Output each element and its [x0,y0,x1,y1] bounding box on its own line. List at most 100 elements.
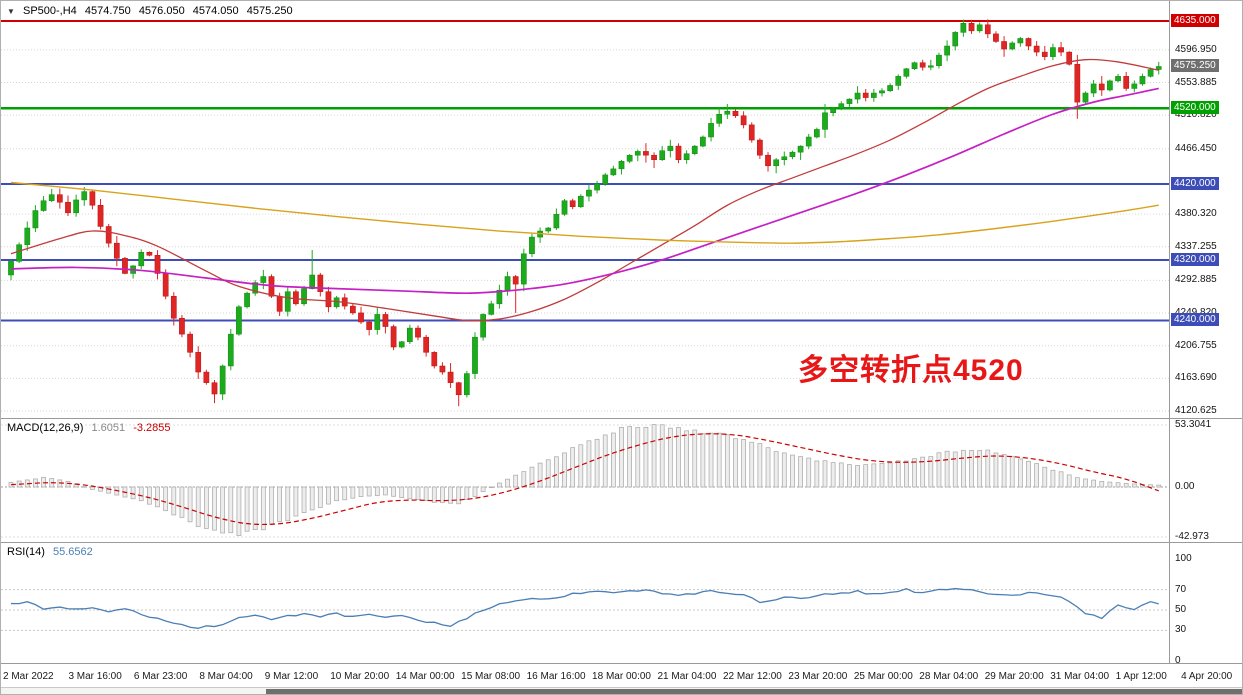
level-price-tag: 4420.000 [1171,177,1219,190]
macd-histogram-bar [130,486,136,500]
macd-histogram-bar [537,462,543,488]
ohlc-low: 4574.050 [192,5,239,17]
price-label: 4553.885 [1175,76,1217,88]
macd-histogram-bar [106,486,112,494]
candle-body [757,139,763,156]
time-label: 8 Mar 04:00 [199,671,253,682]
candle-body [610,168,617,176]
macd-histogram-bar [334,486,339,502]
macd-histogram-bar [1009,455,1015,488]
macd-histogram-bar [749,441,755,488]
candle-body [512,276,519,285]
main-price-chart[interactable] [1,1,1169,418]
candle-body [260,276,267,283]
candle-body [984,24,991,35]
candle-body [1131,83,1138,89]
time-axis: 2 Mar 2022 3 Mar 16:00 6 Mar 23:00 8 Mar 04… [1,663,1242,687]
macd-histogram-bar [773,451,779,488]
candle-body [480,314,486,338]
macd-histogram-bar [635,427,641,488]
candle-body [1009,42,1016,50]
macd-histogram-bar [155,486,160,508]
time-label: 31 Mar 04:00 [1050,671,1110,682]
candle-body [586,189,592,197]
candle-body [447,371,454,383]
candle-body [903,68,910,77]
macd-histogram-bar [1001,454,1007,488]
macd-histogram-bar [610,432,616,488]
macd-histogram-bar [602,434,608,488]
macd-histogram-bar [855,465,860,488]
candle-body [936,54,942,66]
collapse-chart-icon[interactable]: ▼ [7,7,15,16]
macd-histogram-bar [1058,471,1064,488]
macd-histogram-bar [667,427,673,488]
candle-body [765,154,771,167]
rsi-indicator-chart[interactable] [1,542,1169,663]
candle-body [1017,38,1024,44]
candle-body [626,154,633,162]
time-label: 1 Apr 12:00 [1115,671,1167,682]
candle-body [463,373,470,396]
price-label: 4120.625 [1175,405,1217,416]
macd-histogram-bar [423,486,429,501]
candle-body [439,365,446,373]
candle-body [358,312,364,323]
candle-body [911,62,918,70]
candle-body [219,365,226,395]
macd-histogram-bar [724,434,730,488]
macd-histogram-bar [236,486,242,536]
candle-body [227,333,234,367]
candle-body [170,295,177,319]
macd-histogram-bar [798,456,803,488]
macd-histogram-bar [1115,482,1121,488]
macd-axis-label: 0.00 [1175,481,1195,492]
panel-separator [1,542,1242,543]
candle-body [691,145,698,154]
candle-body [927,65,934,68]
candle-body [89,191,96,206]
candle-body [781,156,788,161]
macd-indicator-chart[interactable] [1,418,1169,542]
macd-histogram-bar [163,486,169,512]
price-axis: 4596.950 4553.885 4510.820 4466.450 4380.320… [1169,1,1242,418]
candle-body [1033,45,1040,53]
time-label: 9 Mar 12:00 [264,671,319,682]
macd-histogram-bar [733,438,738,488]
macd-histogram-bar [757,443,763,488]
scrollbar-thumb[interactable] [266,689,1242,694]
current-price-tag: 4575.250 [1171,59,1219,73]
macd-histogram-bar [985,449,991,488]
candle-body [822,112,828,130]
candle-body [830,107,836,113]
candle-body [390,326,397,348]
horizontal-scrollbar[interactable] [1,687,1242,694]
rsi-name: RSI(14) [7,546,45,558]
candle-body [366,321,373,330]
candle-body [838,103,845,109]
time-label: 15 Mar 08:00 [461,671,521,682]
macd-histogram-bar [81,486,87,488]
candle-body [634,151,641,156]
candle-body [317,274,324,292]
macd-histogram-bar [309,486,315,511]
macd-histogram-bar [521,471,527,488]
macd-histogram-bar [676,427,681,488]
candle-body [651,154,657,161]
macd-histogram-bar [871,463,877,488]
ohlc-high: 4576.050 [138,5,185,17]
panel-separator [1,418,1242,419]
macd-title: MACD(12,26,9) 1.6051 -3.2855 [7,422,176,434]
candle-body [203,371,210,383]
time-label: 22 Mar 12:00 [722,671,782,682]
candle-body [569,200,576,208]
candle-body [154,255,161,274]
macd-histogram-bar [1148,484,1153,488]
ohlc-close: 4575.250 [246,5,293,17]
level-price-tag: 4320.000 [1171,252,1219,266]
ma-slow-orange [10,181,1159,244]
macd-histogram-bar [407,486,413,500]
macd-histogram-bar [1066,474,1072,488]
candle-body [1025,38,1032,47]
macd-histogram-bar [920,456,926,488]
